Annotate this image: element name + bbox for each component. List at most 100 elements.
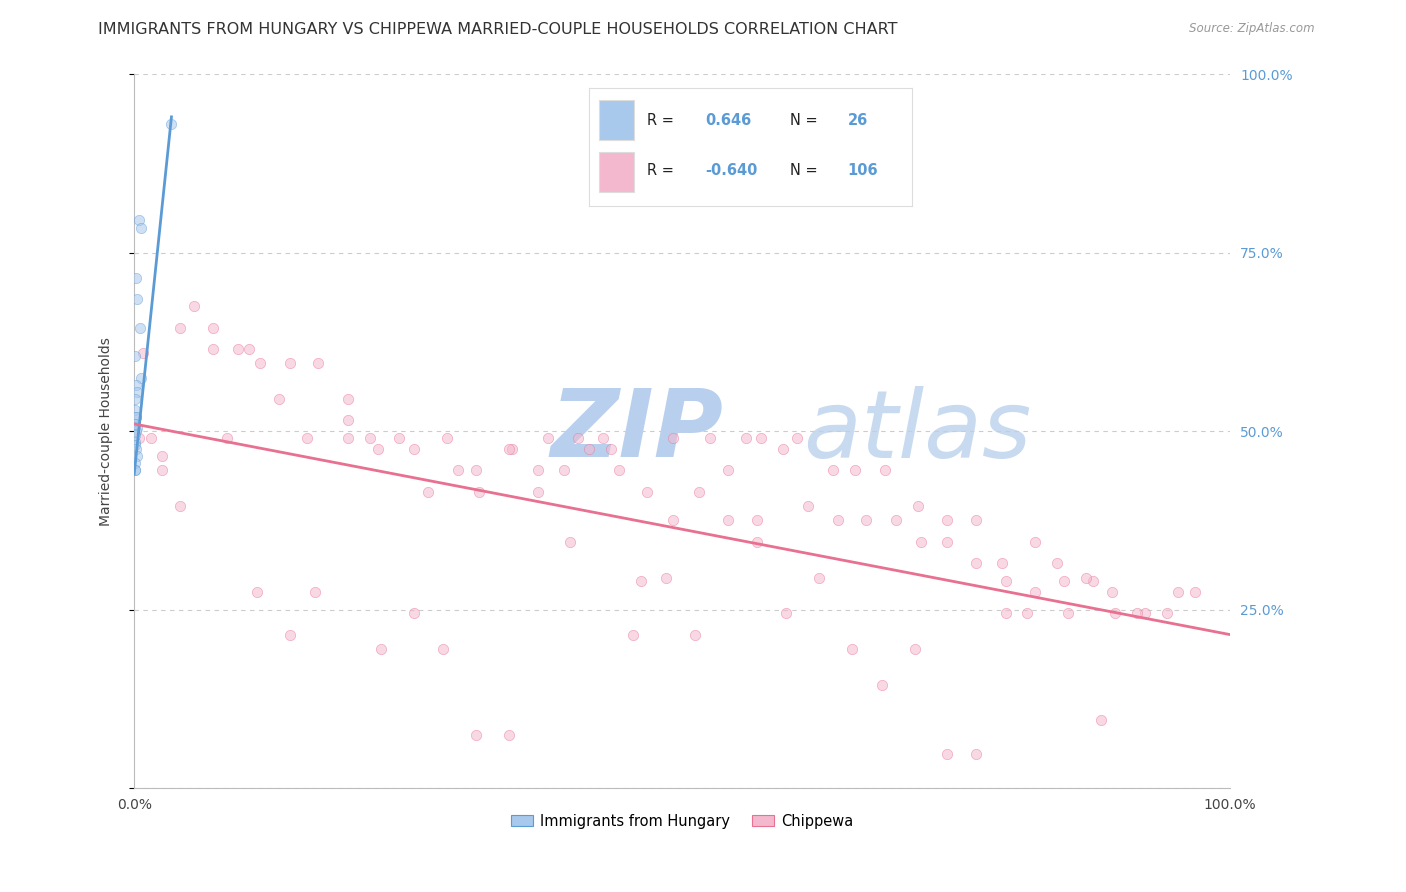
Point xyxy=(808,570,831,584)
Point xyxy=(124,402,146,417)
Point xyxy=(129,370,152,384)
Point xyxy=(183,299,205,313)
Point xyxy=(169,499,191,513)
Point xyxy=(278,356,301,370)
Text: Source: ZipAtlas.com: Source: ZipAtlas.com xyxy=(1189,22,1315,36)
Point xyxy=(202,342,225,356)
Point xyxy=(128,320,150,334)
Point xyxy=(139,431,162,445)
Point xyxy=(655,570,678,584)
Point xyxy=(124,456,146,470)
Point xyxy=(336,431,359,445)
Point xyxy=(1057,606,1080,620)
Point xyxy=(553,463,575,477)
Point xyxy=(124,463,146,477)
Point xyxy=(278,627,301,641)
Y-axis label: Married-couple Households: Married-couple Households xyxy=(100,336,114,525)
Point xyxy=(578,442,600,456)
Point xyxy=(125,409,148,424)
Point xyxy=(965,513,987,527)
Point xyxy=(991,556,1014,570)
Point xyxy=(501,442,523,456)
Point xyxy=(1017,606,1039,620)
Point xyxy=(1046,556,1069,570)
Point xyxy=(903,641,925,656)
Point xyxy=(1090,714,1112,728)
Point xyxy=(160,117,183,131)
Point xyxy=(592,431,614,445)
Point xyxy=(560,534,582,549)
Point xyxy=(936,513,959,527)
Point xyxy=(124,392,146,406)
Point xyxy=(873,463,896,477)
Point xyxy=(1101,584,1123,599)
Point xyxy=(621,627,644,641)
Point xyxy=(1024,534,1046,549)
Point xyxy=(125,442,148,456)
Point xyxy=(228,342,250,356)
Point xyxy=(125,424,148,438)
Point xyxy=(965,556,987,570)
Point xyxy=(432,641,454,656)
Point xyxy=(636,484,658,499)
Point xyxy=(246,584,269,599)
Point xyxy=(685,627,707,641)
Point xyxy=(336,413,359,427)
Point xyxy=(717,463,740,477)
Point xyxy=(772,442,794,456)
Point xyxy=(749,431,772,445)
Point xyxy=(1104,606,1126,620)
Text: IMMIGRANTS FROM HUNGARY VS CHIPPEWA MARRIED-COUPLE HOUSEHOLDS CORRELATION CHART: IMMIGRANTS FROM HUNGARY VS CHIPPEWA MARR… xyxy=(98,22,898,37)
Point xyxy=(267,392,290,406)
Point xyxy=(823,463,845,477)
Point xyxy=(786,431,808,445)
Point xyxy=(150,449,173,463)
Point xyxy=(129,220,152,235)
Point xyxy=(936,747,959,761)
Point xyxy=(370,641,392,656)
Point xyxy=(307,356,329,370)
Point xyxy=(870,678,893,692)
Point xyxy=(124,427,146,442)
Point xyxy=(567,431,589,445)
Point xyxy=(359,431,381,445)
Point xyxy=(127,384,149,399)
Point xyxy=(402,442,425,456)
Point xyxy=(1126,606,1149,620)
Point xyxy=(125,270,148,285)
Point xyxy=(124,438,146,452)
Point xyxy=(994,606,1017,620)
Point xyxy=(607,463,630,477)
Point xyxy=(169,320,191,334)
Point xyxy=(446,463,468,477)
Point xyxy=(468,484,491,499)
Point xyxy=(994,574,1017,588)
Point xyxy=(662,431,685,445)
Point xyxy=(436,431,458,445)
Point xyxy=(125,377,148,392)
Point xyxy=(465,728,488,742)
Point xyxy=(124,463,146,477)
Point xyxy=(202,320,225,334)
Point xyxy=(662,513,685,527)
Point xyxy=(297,431,319,445)
Point xyxy=(734,431,756,445)
Point xyxy=(797,499,820,513)
Point xyxy=(416,484,439,499)
Point xyxy=(537,431,560,445)
Point xyxy=(910,534,932,549)
Point xyxy=(907,499,929,513)
Text: atlas: atlas xyxy=(803,385,1031,476)
Point xyxy=(1083,574,1105,588)
Legend: Immigrants from Hungary, Chippewa: Immigrants from Hungary, Chippewa xyxy=(505,808,859,834)
Point xyxy=(124,434,146,449)
Point xyxy=(238,342,260,356)
Point xyxy=(249,356,271,370)
Point xyxy=(600,442,623,456)
Point xyxy=(388,431,411,445)
Point xyxy=(128,431,150,445)
Point xyxy=(1074,570,1097,584)
Point xyxy=(1184,584,1206,599)
Point xyxy=(127,420,149,434)
Point xyxy=(844,463,866,477)
